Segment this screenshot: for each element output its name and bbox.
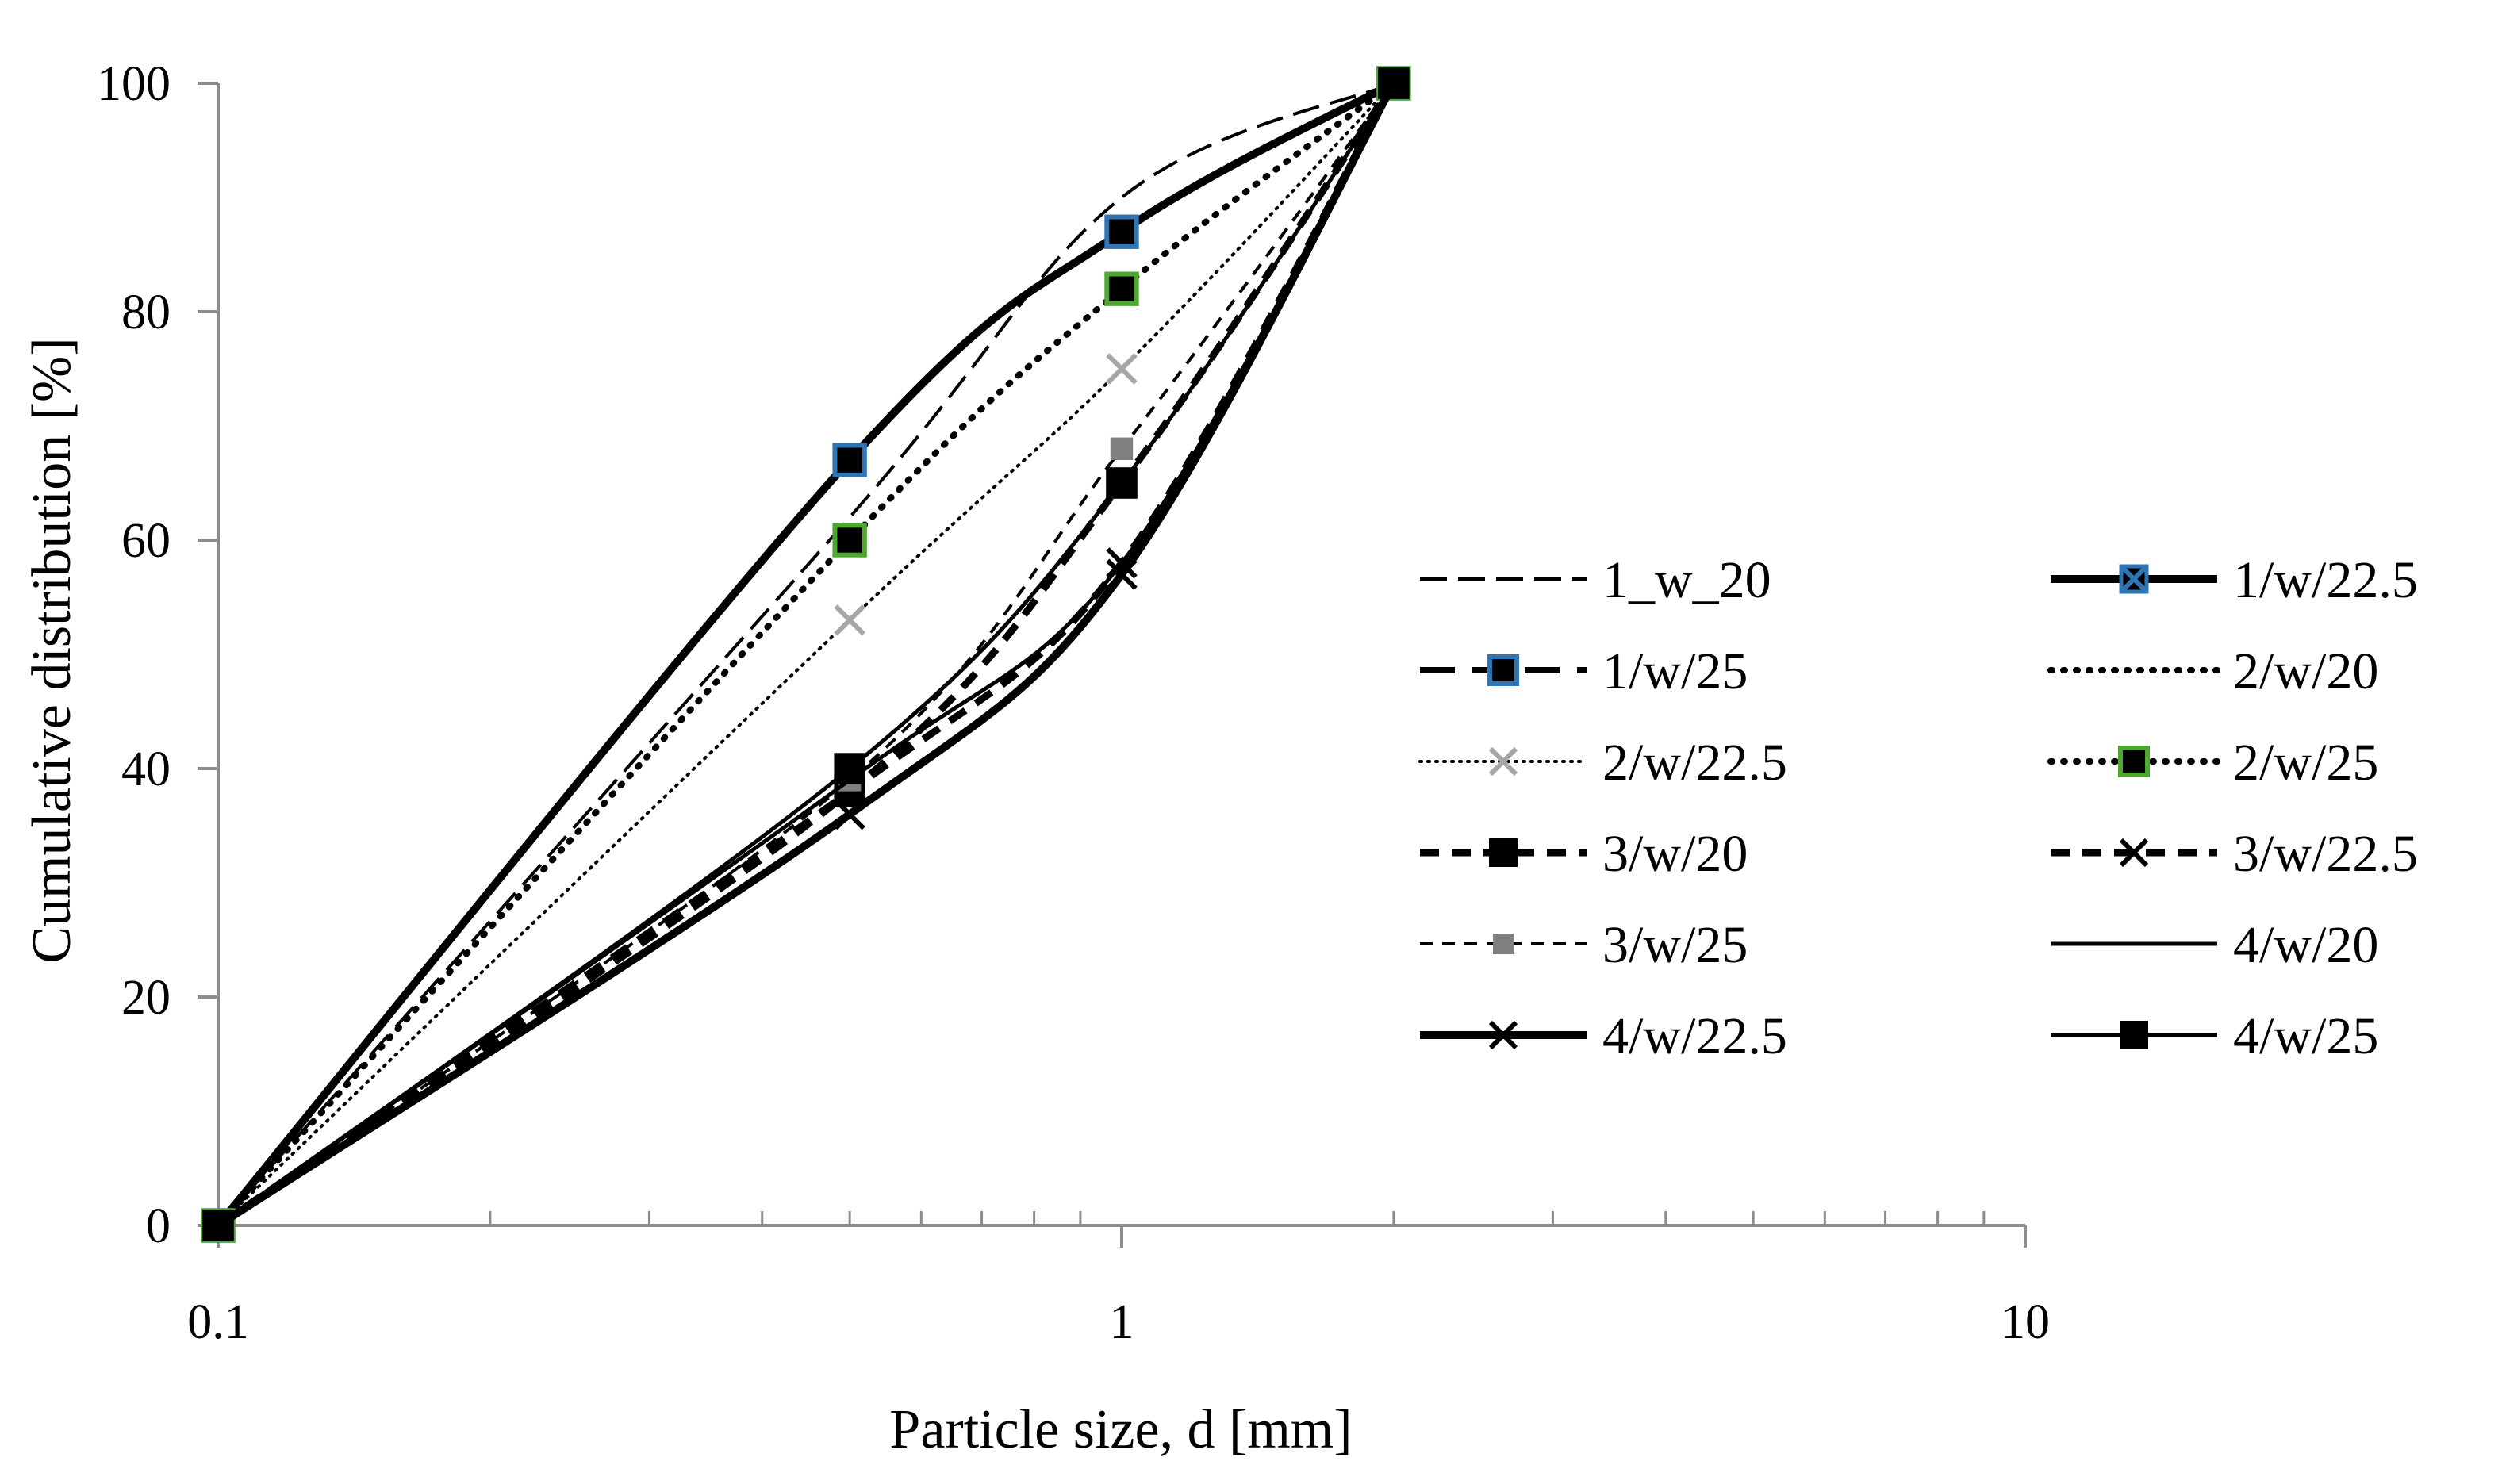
legend-label: 1/w/22.5 — [2233, 551, 2418, 609]
axes: 0 20 40 60 80 100 0.1 1 10 — [97, 57, 2050, 1349]
y-tick-label: 20 — [121, 971, 171, 1025]
y-tick-label: 100 — [97, 57, 171, 111]
y-tick-label: 60 — [121, 514, 171, 568]
legend-label: 3/w/20 — [1602, 825, 1748, 883]
data-point — [832, 523, 867, 558]
legend-entry: 2/w/20 — [2047, 642, 2378, 700]
legend-entry: 2/w/25 — [2047, 734, 2378, 792]
legend-label: 4/w/20 — [2233, 916, 2378, 974]
legend: 1_w_20 1/w/22.5 1/w/25 2/w/20 2/w/22.5 2/w/25… — [1418, 551, 2418, 1065]
x-tick-label: 1 — [1110, 1295, 1134, 1349]
legend-label: 3/w/25 — [1602, 916, 1748, 974]
legend-entry: 4/w/25 — [2051, 1007, 2378, 1065]
data-point — [1106, 558, 1138, 590]
legend-entry: 3/w/20 — [1420, 825, 1748, 883]
legend-label: 4/w/22.5 — [1602, 1007, 1787, 1065]
legend-entry: 4/w/22.5 — [1420, 1007, 1787, 1065]
data-point — [1110, 437, 1134, 460]
legend-marker — [2120, 1021, 2148, 1049]
legend-label: 4/w/25 — [2233, 1007, 2378, 1065]
legend-marker — [2119, 838, 2149, 868]
legend-entry: 1/w/25 — [1420, 642, 1748, 700]
legend-entry: 1_w_20 — [1420, 551, 1771, 609]
legend-marker — [2119, 564, 2149, 594]
series-line — [216, 81, 1398, 1229]
series-line — [215, 80, 1395, 1228]
series-9 — [206, 71, 1406, 1237]
x-axis-title: Particle size, d [mm] — [889, 1399, 1352, 1460]
y-tick-label: 0 — [146, 1199, 171, 1253]
data-point — [834, 798, 865, 830]
legend-marker — [2118, 746, 2150, 777]
legend-entry: 4/w/20 — [2051, 916, 2378, 974]
series-12 — [202, 67, 1410, 1241]
data-point — [834, 604, 865, 636]
legend-label: 3/w/22.5 — [2233, 825, 2418, 883]
x-tick-label: 10 — [2001, 1295, 2050, 1349]
data-point — [1106, 353, 1138, 385]
legend-label: 1/w/25 — [1602, 642, 1748, 700]
data-point — [834, 753, 865, 784]
legend-marker — [1488, 1020, 1518, 1050]
legend-entry: 1/w/22.5 — [2051, 551, 2418, 609]
legend-entry: 2/w/22.5 — [1418, 734, 1787, 792]
data-point — [1106, 467, 1138, 499]
series-1 — [217, 82, 1395, 1227]
series-line — [217, 82, 1395, 1227]
legend-label: 2/w/25 — [2233, 734, 2378, 792]
series-line — [217, 82, 1395, 1228]
legend-entry: 3/w/22.5 — [2051, 825, 2418, 883]
legend-marker — [1488, 746, 1518, 777]
legend-label: 1_w_20 — [1602, 551, 1771, 609]
legend-marker — [1493, 934, 1514, 954]
data-point — [1378, 67, 1410, 99]
data-point — [1104, 214, 1139, 249]
data-point — [832, 443, 867, 477]
legend-marker — [1487, 654, 1519, 686]
series-layer — [201, 66, 1411, 1243]
series-line — [217, 82, 1395, 1227]
legend-entry: 3/w/25 — [1420, 916, 1748, 974]
legend-label: 2/w/20 — [2233, 642, 2378, 700]
y-tick-label: 40 — [121, 742, 171, 796]
series-5 — [202, 67, 1410, 1241]
data-point — [1104, 271, 1139, 306]
legend-label: 2/w/22.5 — [1602, 734, 1787, 792]
y-axis-title: Cumulative distribution [%] — [21, 337, 83, 963]
x-tick-label: 0.1 — [187, 1295, 249, 1349]
y-tick-label: 80 — [121, 286, 171, 339]
legend-marker — [1489, 838, 1518, 867]
series-line — [215, 80, 1397, 1229]
data-point — [202, 1210, 234, 1241]
